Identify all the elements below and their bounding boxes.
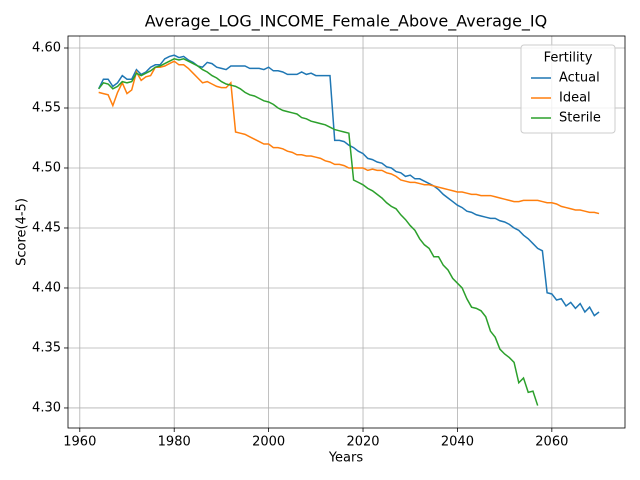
legend-label: Actual (559, 71, 600, 86)
y-tick-label: 4.55 (32, 100, 61, 115)
x-tick-label: 1960 (63, 435, 96, 450)
x-tick-label: 2060 (535, 435, 568, 450)
x-tick-label: 2020 (346, 435, 379, 450)
y-tick-label: 4.60 (32, 40, 61, 55)
x-axis-label: Years (328, 451, 364, 466)
y-axis-label: Score(4-5) (15, 198, 30, 266)
line-series (98, 58, 539, 406)
x-tick-label: 1980 (158, 435, 191, 450)
y-tick-label: 4.45 (32, 220, 61, 235)
line-series (98, 54, 600, 317)
legend-title: Fertility (544, 51, 593, 66)
legend-box (520, 44, 616, 134)
plot-frame (67, 35, 626, 429)
y-tick-label: 4.50 (32, 160, 61, 175)
x-tick-label: 2040 (441, 435, 474, 450)
legend-label: Sterile (559, 111, 601, 126)
y-tick-label: 4.35 (32, 340, 61, 355)
y-tick-label: 4.40 (32, 280, 61, 295)
chart-title: Average_LOG_INCOME_Female_Above_Average_… (145, 12, 547, 32)
legend-label: Ideal (559, 91, 591, 106)
line-series (98, 60, 600, 215)
x-tick-label: 2000 (252, 435, 285, 450)
y-tick-label: 4.30 (32, 400, 61, 415)
legend: Fertility Actual Ideal Sterile (520, 44, 616, 134)
